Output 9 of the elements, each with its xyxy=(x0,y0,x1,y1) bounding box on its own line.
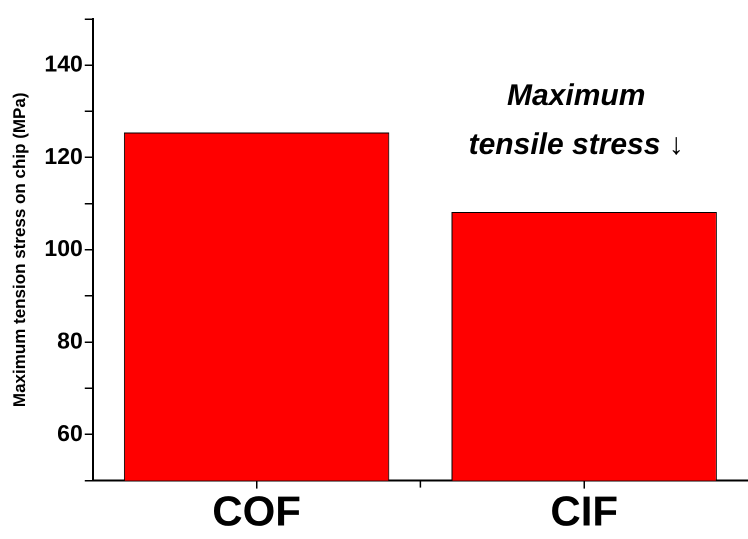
y-tick-label: 140 xyxy=(44,50,83,77)
y-axis-title: Maximum tension stress on chip (MPa) xyxy=(10,92,29,408)
x-tick-label: COF xyxy=(212,487,301,534)
x-tick-label: CIF xyxy=(550,487,618,534)
y-tick-label: 120 xyxy=(44,142,83,169)
y-tick-label: 100 xyxy=(44,235,83,262)
y-tick-label: 80 xyxy=(57,327,83,354)
annotation: Maximum tensile stress ↓ xyxy=(468,79,684,161)
y-tick-label: 60 xyxy=(57,420,83,446)
